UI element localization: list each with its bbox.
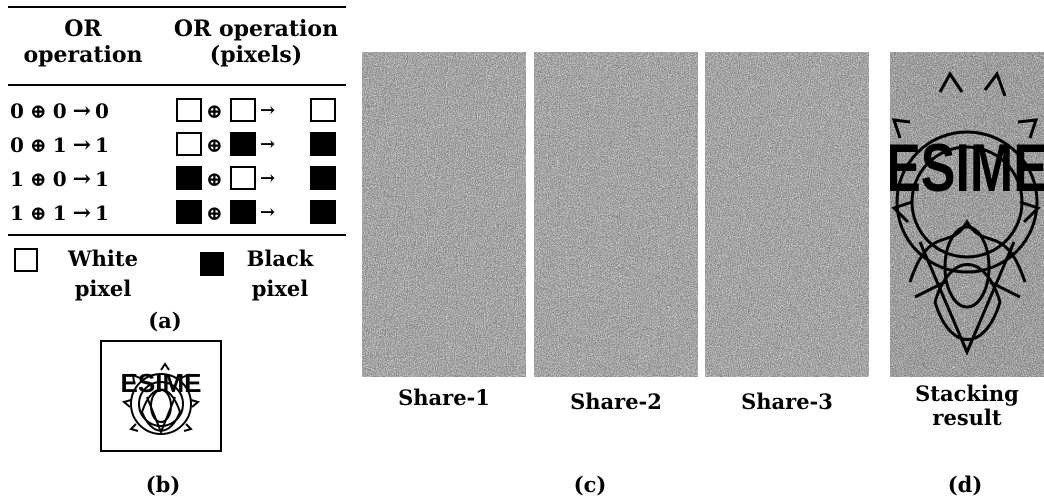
pixel-result-swatch [310, 98, 336, 122]
white-pixel-swatch [14, 248, 38, 272]
table-top-rule [8, 6, 346, 8]
esime-text-result: ESIME [890, 129, 1044, 205]
original-secret-image: ESIME [100, 340, 222, 452]
operand-a: 1 [10, 201, 24, 225]
operand-a: 1 [10, 167, 24, 191]
share-2-label: Share-2 [570, 389, 662, 414]
pixel-result-swatch [310, 200, 336, 224]
arrow-symbol-pixel: → [260, 202, 276, 223]
esime-text-small: ESIME [121, 368, 202, 398]
arrow-symbol: → [72, 98, 92, 124]
result-value: 0 [95, 99, 109, 123]
xor-symbol-pixel: ⊕ [206, 133, 223, 157]
arrow-symbol-pixel: → [260, 134, 276, 155]
black-pixel-swatch [200, 252, 224, 276]
stacking-result-image: ESIME [890, 52, 1044, 377]
pixel-b-swatch [230, 166, 256, 190]
arrow-symbol-pixel: → [260, 168, 276, 189]
operand-b: 0 [52, 167, 67, 191]
or-equation: 1 ⊕ 1 → 1 [10, 200, 109, 226]
operand-b: 1 [52, 133, 67, 157]
or-equation: 0 ⊕ 0 → 0 [10, 98, 109, 124]
operand-b: 1 [52, 201, 67, 225]
or-table-row: 1 ⊕ 0 → 1 ⊕ → [10, 166, 350, 192]
caption-d: (d) [947, 472, 983, 497]
pixel-result-swatch [310, 166, 336, 190]
xor-symbol-pixel: ⊕ [206, 99, 223, 123]
arrow-symbol-pixel: → [260, 100, 276, 121]
caption-c: (c) [573, 472, 607, 497]
legend-white-pixel: White pixel [68, 246, 138, 301]
legend-black-pixel: Black pixel [246, 246, 314, 301]
header-or-operation-pixels: OR operation (pixels) [173, 16, 339, 68]
or-table-row: 0 ⊕ 1 → 1 ⊕ → [10, 132, 350, 158]
xor-symbol: ⊕ [29, 133, 47, 157]
share-3-label: Share-3 [741, 389, 833, 414]
share-2-image [534, 52, 698, 377]
pixel-a-swatch [176, 132, 202, 156]
pixel-b-swatch [230, 98, 256, 122]
caption-a: (a) [148, 308, 182, 333]
or-table-row: 1 ⊕ 1 → 1 ⊕ → [10, 200, 350, 226]
pixel-b-swatch [230, 132, 256, 156]
header-or-operation: OR operation [23, 16, 143, 68]
table-bottom-rule [8, 234, 346, 236]
table-header-rule [8, 84, 346, 86]
operand-a: 0 [10, 99, 24, 123]
or-equation: 0 ⊕ 1 → 1 [10, 132, 109, 158]
share-1-image [362, 52, 526, 377]
xor-symbol: ⊕ [29, 201, 47, 225]
arrow-symbol: → [72, 200, 92, 226]
share-1-label: Share-1 [398, 385, 490, 410]
result-value: 1 [95, 133, 109, 157]
xor-symbol-pixel: ⊕ [206, 167, 223, 191]
esime-logo-small: ESIME [121, 362, 202, 435]
xor-symbol: ⊕ [29, 99, 47, 123]
pixel-result-swatch [310, 132, 336, 156]
operand-b: 0 [52, 99, 67, 123]
arrow-symbol: → [72, 132, 92, 158]
pixel-a-swatch [176, 200, 202, 224]
caption-b: (b) [145, 472, 181, 497]
xor-symbol: ⊕ [29, 167, 47, 191]
share-3-image [705, 52, 869, 377]
arrow-symbol: → [72, 166, 92, 192]
result-value: 1 [95, 167, 109, 191]
stacking-result-label: Stacking result [915, 381, 1019, 430]
xor-symbol-pixel: ⊕ [206, 201, 223, 225]
result-value: 1 [95, 201, 109, 225]
pixel-a-swatch [176, 166, 202, 190]
or-equation: 1 ⊕ 0 → 1 [10, 166, 109, 192]
operand-a: 0 [10, 133, 24, 157]
pixel-b-swatch [230, 200, 256, 224]
or-table-row: 0 ⊕ 0 → 0 ⊕ → [10, 98, 350, 124]
pixel-a-swatch [176, 98, 202, 122]
